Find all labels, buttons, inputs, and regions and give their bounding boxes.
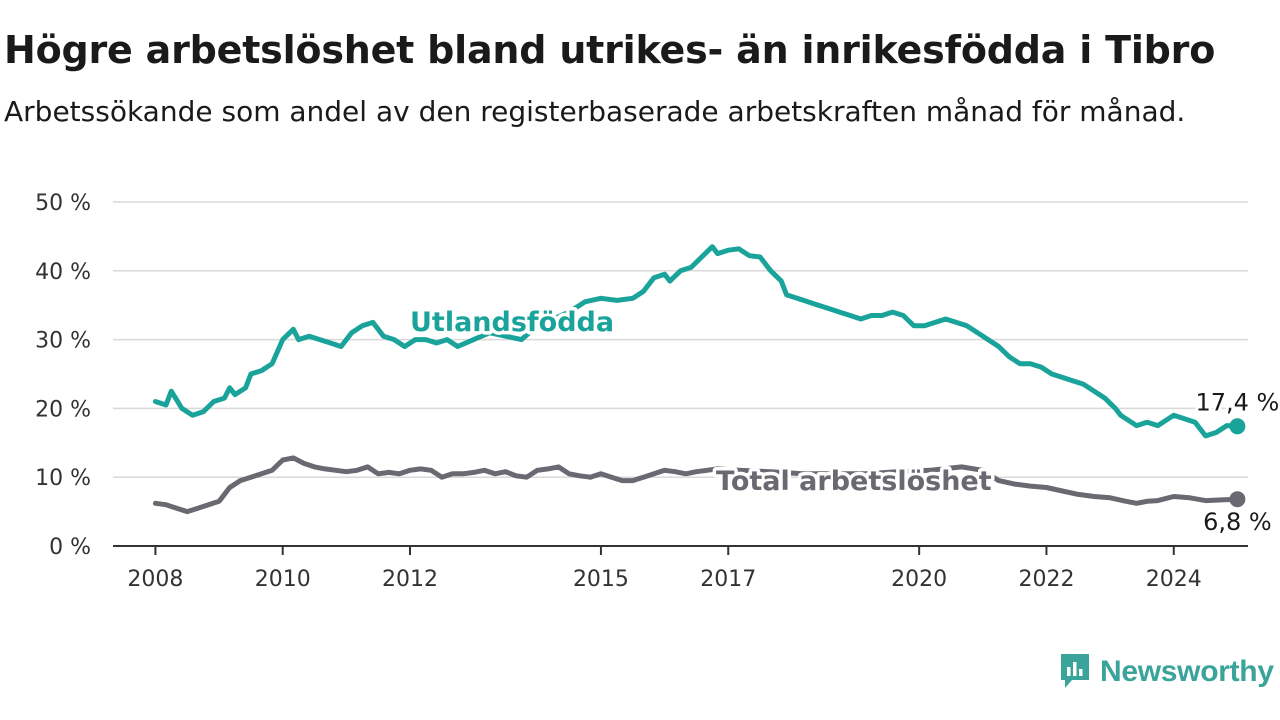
x-tick-label: 2012: [382, 567, 438, 592]
grid-lines: [113, 201, 1248, 547]
x-tick-label: 2022: [1018, 567, 1074, 592]
x-tick-label: 2017: [700, 567, 756, 592]
series-lines: [152, 244, 1246, 515]
brand-logo: Newsworthy: [1058, 652, 1274, 692]
newsworthy-logo-icon: [1061, 654, 1089, 688]
series-label-total: Total arbetslöshet: [716, 466, 992, 497]
chart-subtitle: Arbetssökande som andel av den registerb…: [4, 95, 1186, 128]
brand-name: Newsworthy: [1100, 655, 1274, 688]
end-marker-utlandsfodda: [1229, 418, 1246, 435]
chart-title: Högre arbetslöshet bland utrikes- än inr…: [4, 28, 1216, 72]
x-tick-label: 2015: [573, 567, 629, 592]
series-line-utlandsfodda: [152, 244, 1240, 439]
series-labels: Utlandsfödda Total arbetslöshet 17,4 % 6,8 …: [407, 304, 1280, 540]
x-tick-label: 2024: [1146, 567, 1202, 592]
y-axis-ticks: 0 % 10 % 20 % 30 % 40 % 50 %: [35, 191, 91, 560]
y-tick-label: 50 %: [35, 191, 91, 216]
y-tick-label: 0 %: [49, 535, 91, 560]
x-tick-label: 2010: [255, 567, 311, 592]
y-tick-label: 10 %: [35, 466, 91, 491]
y-tick-label: 40 %: [35, 260, 91, 285]
y-tick-label: 20 %: [35, 397, 91, 422]
end-marker-total: [1229, 491, 1246, 508]
series-label-utlandsfodda: Utlandsfödda: [410, 307, 614, 338]
x-axis-ticks: 2008 2010 2012 2015 2017 2020 2022 2024: [127, 546, 1202, 592]
y-tick-label: 30 %: [35, 329, 91, 354]
x-tick-label: 2020: [891, 567, 947, 592]
end-label-utlandsfodda: 17,4 %: [1195, 388, 1279, 416]
end-label-total: 6,8 %: [1203, 508, 1272, 536]
series-line-total: [152, 455, 1240, 515]
x-tick-label: 2008: [127, 567, 183, 592]
